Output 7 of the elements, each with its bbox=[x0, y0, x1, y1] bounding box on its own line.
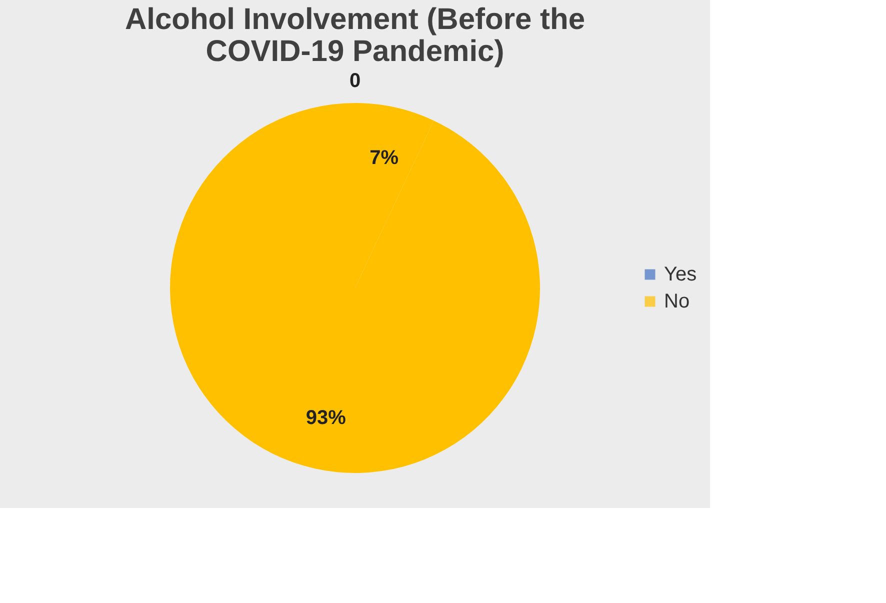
chart-title: Alcohol Involvement (Before the COVID-19 Pandemic) bbox=[124, 3, 586, 68]
legend-label: No bbox=[664, 290, 690, 312]
text: 0 bbox=[349, 70, 361, 92]
data-label: 93% bbox=[306, 406, 346, 429]
pie-slice bbox=[170, 103, 540, 473]
data-label: 7% bbox=[370, 147, 399, 170]
legend-label: Yes bbox=[664, 264, 697, 286]
